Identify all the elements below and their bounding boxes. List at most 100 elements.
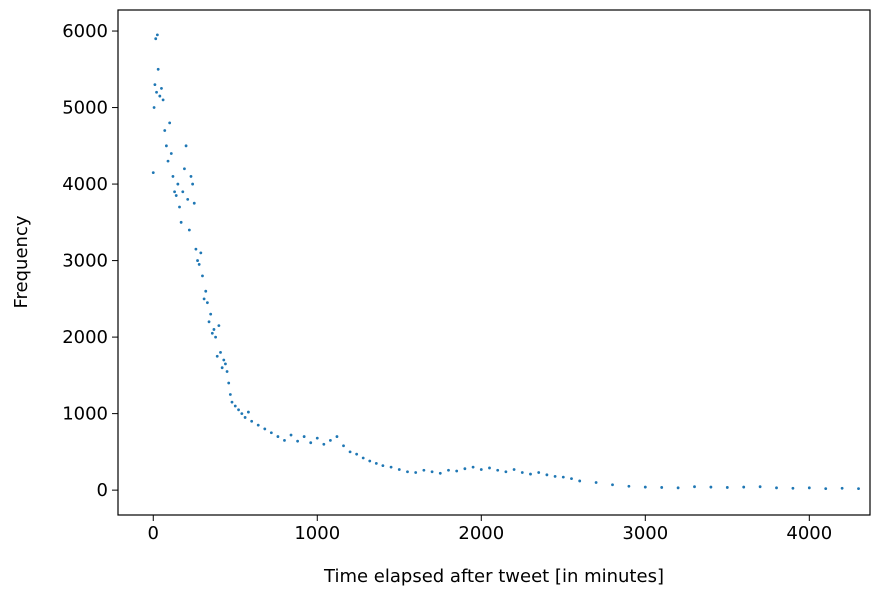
point [570,477,573,481]
point [246,410,250,414]
point [361,456,365,460]
point [212,328,216,331]
point [230,400,234,404]
point [389,465,393,469]
point [553,474,557,478]
point [237,408,240,412]
y-tick-label: 3000 [62,251,108,272]
point [512,468,516,471]
point [824,487,828,491]
point [152,106,156,109]
point [199,251,203,255]
plot-frame [117,9,871,516]
x-tick-label: 4000 [786,523,832,544]
point [209,312,213,316]
point [174,194,178,197]
point [214,335,217,339]
point [222,358,226,362]
x-tick-label: 2000 [458,523,504,544]
point [153,83,157,87]
point [233,404,237,408]
y-tick-label: 2000 [62,327,108,348]
point [414,471,418,474]
point [202,297,206,301]
point [479,468,483,471]
point [594,481,598,484]
point [725,486,729,489]
point [660,486,664,489]
point [250,419,254,423]
point [196,259,199,262]
point [627,484,631,488]
point [302,435,306,438]
y-axis-label: Frequency [11,215,32,308]
point [447,468,450,472]
y-tick-label: 4000 [62,174,108,195]
point [151,171,155,174]
x-tick-label: 3000 [622,523,668,544]
point [791,486,795,490]
point [219,351,222,354]
point [520,471,524,474]
point [529,472,532,476]
point [158,94,162,98]
point [422,468,426,472]
point [168,121,172,125]
point [169,152,173,155]
point [438,471,442,475]
point [471,465,475,469]
point [840,486,844,490]
point [561,475,565,479]
point [243,416,247,419]
point [164,144,168,148]
point [397,468,401,471]
point [156,67,160,71]
point [187,228,191,232]
point [335,435,339,438]
point [161,98,165,102]
point [207,320,211,324]
point [643,485,647,489]
point [504,470,508,474]
x-axis-label: Time elapsed after tweet [in minutes] [323,566,664,587]
point [160,87,163,90]
point [227,381,231,385]
point [171,175,175,178]
point [342,444,345,448]
point [328,438,332,442]
x-tick-label: 0 [148,523,159,544]
point [693,485,696,489]
point [463,467,467,471]
point [276,435,280,438]
point [406,470,409,474]
point [256,423,260,427]
x-tick-label: 1000 [294,523,340,544]
point [166,159,170,163]
point [296,439,299,443]
point [224,362,227,366]
point [205,301,209,305]
point [197,263,201,266]
point [215,354,219,358]
point [186,197,190,201]
point [455,469,459,473]
point [488,466,491,470]
point [154,37,158,41]
point [181,190,185,194]
point [179,220,183,224]
point [191,182,195,186]
point [155,33,159,37]
point [201,274,204,278]
point [240,412,244,416]
point [430,470,434,474]
point [163,129,167,132]
y-tick-label: 0 [97,480,108,501]
point [225,370,229,373]
point [545,473,549,477]
point [775,486,778,490]
point [178,205,181,209]
point [309,441,313,445]
y-tick-label: 6000 [62,21,108,42]
